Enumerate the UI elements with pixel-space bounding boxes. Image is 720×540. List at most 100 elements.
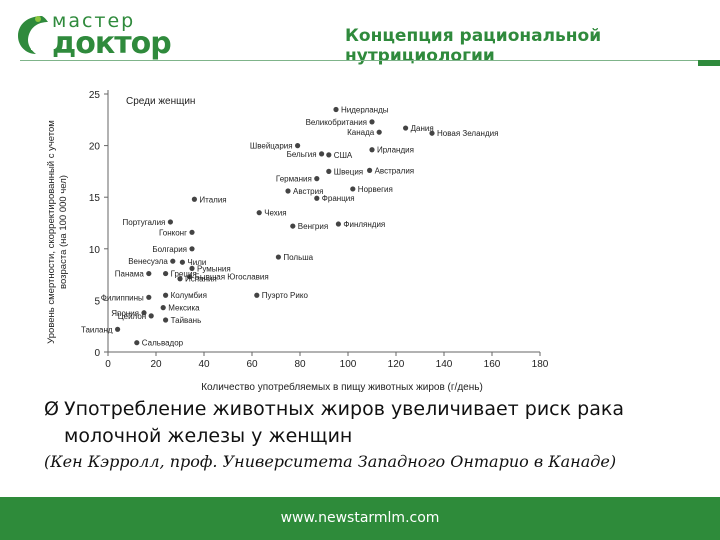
data-point-label: Дания <box>411 124 434 133</box>
scatter-chart: 0 20 40 60 80 100 120 140 160 180 0 5 10 15 20 25 Нидер… <box>46 90 549 393</box>
data-point <box>141 310 147 316</box>
logo-leaf-icon <box>18 16 48 54</box>
data-point <box>115 326 121 332</box>
x-tick-label: 20 <box>150 359 162 370</box>
data-point <box>189 246 195 252</box>
data-point <box>256 210 262 216</box>
data-point <box>285 188 291 194</box>
page-title: Концепция рациональной нутрициологии <box>345 26 602 66</box>
data-point <box>314 195 320 201</box>
data-point <box>376 129 382 135</box>
data-point-label: Греция <box>171 270 197 279</box>
y-tick-label: 25 <box>89 90 101 101</box>
data-point-label: Канада <box>347 128 375 137</box>
data-point-label: Австралия <box>375 166 415 175</box>
y-tick-label: 10 <box>89 245 101 256</box>
x-tick-label: 180 <box>532 359 549 370</box>
data-point <box>177 276 183 282</box>
x-tick-label: 140 <box>436 359 453 370</box>
data-point-label: Ирландия <box>377 146 414 155</box>
data-point <box>179 259 185 265</box>
data-point-label: Пуэрто Рико <box>262 291 309 300</box>
data-point-label: Португалия <box>123 218 166 227</box>
data-point <box>163 317 169 323</box>
data-point-label: Швеция <box>334 167 363 176</box>
data-point <box>163 292 169 298</box>
x-tick-label: 80 <box>294 359 306 370</box>
data-point <box>429 130 435 136</box>
data-point-label: Франция <box>322 194 355 203</box>
data-point <box>335 221 341 227</box>
data-point-label: Сальвадор <box>142 339 184 348</box>
logo-bottom-text: доктор <box>52 26 172 61</box>
data-point <box>314 176 320 182</box>
data-point-label: Румыния <box>197 264 231 273</box>
data-point <box>403 125 409 131</box>
header-accent-bar <box>698 60 720 66</box>
data-point-label: Бельгия <box>287 150 317 159</box>
data-point-label: Бывшая Югославия <box>195 273 269 282</box>
data-point <box>319 151 325 157</box>
data-point-label: Венесуэла <box>128 257 168 266</box>
data-point-label: Колумбия <box>171 291 207 300</box>
logo-top-text: мастер <box>52 10 136 32</box>
data-point-label: Цейлон <box>118 312 146 321</box>
x-axis-label: Количество употребляемых в пищу животных… <box>201 381 483 393</box>
chart-points: Нидерланды Великобритания Дания Канада Новая… <box>81 105 498 347</box>
data-point <box>163 270 169 277</box>
x-tick-label: 100 <box>340 359 357 370</box>
data-point-label: Венгрия <box>298 222 328 231</box>
y-tick-label: 20 <box>89 142 101 153</box>
x-tick-label: 60 <box>246 359 258 370</box>
x-tick-label: 120 <box>388 359 405 370</box>
data-point <box>369 119 375 125</box>
data-point <box>333 106 339 113</box>
data-point-label: Великобритания <box>306 118 367 127</box>
data-point-label: Япония <box>111 309 139 318</box>
data-point <box>367 167 373 173</box>
data-point <box>189 229 195 235</box>
data-point <box>275 254 281 260</box>
data-point-label: Австрия <box>293 187 323 196</box>
data-point-label: Мексика <box>168 304 200 313</box>
y-axis-label: Уровень смертности, скорректированный с … <box>46 120 69 344</box>
data-point-label: Италия <box>199 195 226 204</box>
bullet-text: Употребление животных жиров увеличивает … <box>64 398 624 447</box>
data-point-label: Тайвань <box>171 316 202 325</box>
data-point <box>254 292 260 298</box>
data-point-label: Нидерланды <box>341 105 389 114</box>
logo: мастер доктор <box>12 8 182 60</box>
data-point <box>191 196 197 202</box>
y-tick-label: 15 <box>89 193 101 204</box>
data-point <box>160 305 166 311</box>
data-point <box>170 258 176 264</box>
data-point <box>290 223 296 229</box>
data-point-label: Польша <box>283 253 313 262</box>
data-point <box>146 294 152 300</box>
data-point <box>187 274 193 280</box>
chart-title: Среди женщин <box>126 96 195 107</box>
data-point-label: Таиланд <box>81 325 113 334</box>
data-point-label: Филиппины <box>101 293 144 302</box>
x-tick-label: 40 <box>198 359 210 370</box>
data-point <box>295 143 301 149</box>
data-point <box>369 147 375 153</box>
data-point <box>326 168 332 174</box>
data-point <box>134 340 140 346</box>
data-point <box>167 219 173 225</box>
data-point <box>326 152 332 158</box>
y-tick-label: 5 <box>94 296 100 307</box>
data-point-label: Новая Зеландия <box>437 129 498 138</box>
data-point-label: Испания <box>185 275 217 284</box>
x-tick-label: 0 <box>105 359 111 370</box>
header-divider <box>20 60 720 61</box>
chart-axes: 0 20 40 60 80 100 120 140 160 180 0 5 10 15 20 25 <box>89 90 549 370</box>
data-point-label: Чили <box>187 258 206 267</box>
bullet-arrow-icon: Ø <box>44 398 59 420</box>
data-point-label: Германия <box>276 175 312 184</box>
y-tick-label: 0 <box>94 348 100 359</box>
data-point <box>350 186 356 192</box>
data-point-label: Болгария <box>152 245 187 254</box>
footer-url[interactable]: www.newstarmlm.com <box>280 510 440 526</box>
data-point-label: Норвегия <box>358 185 393 194</box>
